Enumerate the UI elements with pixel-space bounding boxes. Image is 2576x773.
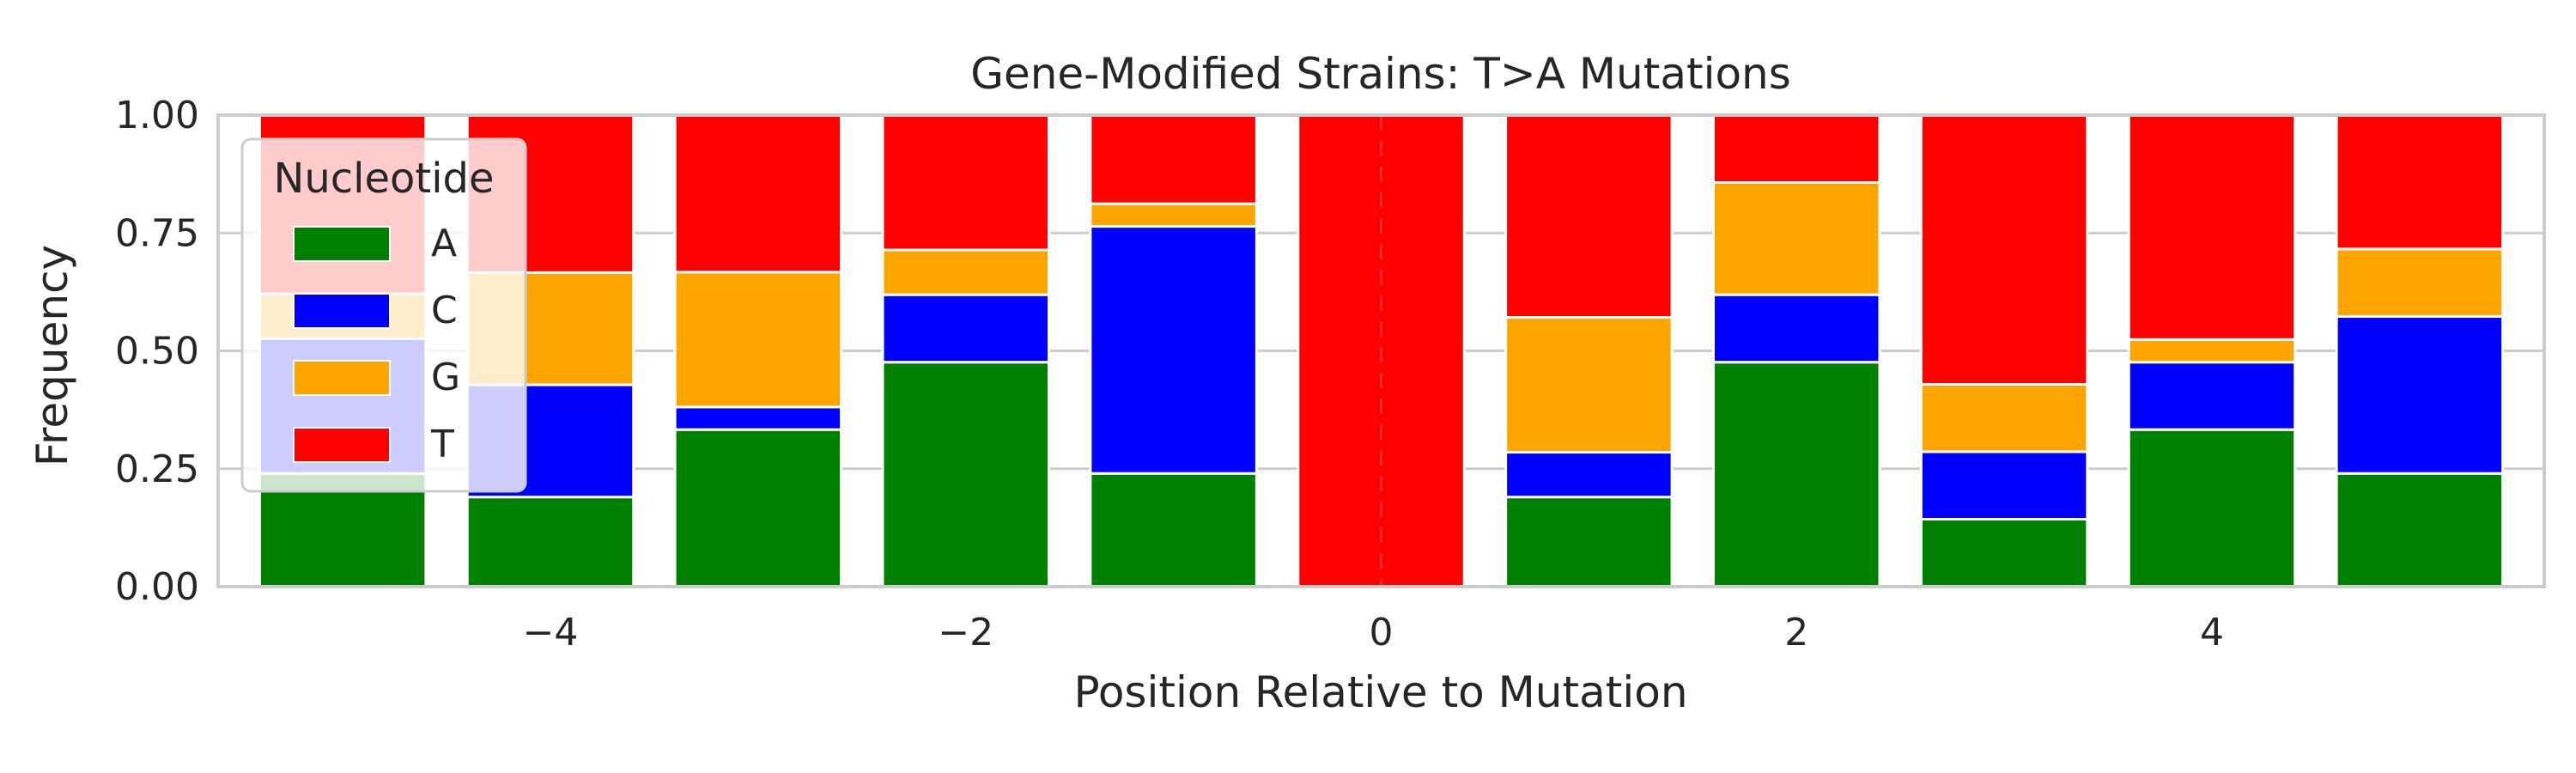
x-tick-label: 2 [1784, 611, 1808, 654]
legend-swatch-G [293, 360, 391, 396]
bar-C-pos-4 [2127, 361, 2297, 431]
bar-A-pos-5 [2335, 472, 2505, 588]
bar-T-pos-1 [1504, 113, 1674, 320]
bar-A-pos-2 [1712, 361, 1881, 588]
bar-C-pos-2 [1712, 293, 1881, 364]
legend-swatch-A [293, 226, 391, 262]
bar-T-pos--3 [673, 113, 843, 274]
bar-A-pos-4 [2127, 428, 2297, 588]
legend-label-A: A [431, 222, 457, 265]
bar-T-pos-2 [1712, 113, 1881, 185]
y-tick-label: 0.50 [115, 330, 199, 374]
bar-C-pos--1 [1089, 225, 1258, 475]
bar-G-pos--3 [673, 271, 843, 409]
bar-G-pos--2 [881, 248, 1050, 296]
y-tick-label: 0.00 [115, 565, 199, 609]
y-tick-label: 1.00 [115, 94, 199, 137]
bar-A-pos-3 [1919, 517, 2089, 588]
legend-swatch-T [293, 427, 391, 463]
bar-A-pos-1 [1504, 496, 1674, 588]
bar-C-pos--2 [881, 293, 1050, 364]
x-tick-label: 0 [1370, 611, 1394, 654]
bar-C-pos-5 [2335, 314, 2505, 475]
bar-T-pos-3 [1919, 113, 2089, 386]
bar-G-pos-3 [1919, 382, 2089, 453]
bars [258, 113, 2505, 588]
legend-title: Nucleotide [273, 155, 494, 203]
bar-A-pos--4 [465, 496, 635, 588]
plot-frame [216, 113, 2546, 588]
bar-G-pos-5 [2335, 247, 2505, 318]
bar-A-pos--1 [1089, 472, 1258, 588]
bar-G-pos-4 [2127, 338, 2297, 364]
bar-A-pos--2 [881, 361, 1050, 588]
legend-label-T: T [430, 423, 454, 466]
bar-C-pos--3 [673, 405, 843, 431]
legend-swatch-C [293, 293, 391, 329]
chart-title: Gene-Modified Strains: T>A Mutations [970, 49, 1791, 99]
bar-C-pos-1 [1504, 451, 1674, 499]
bar-G-pos-1 [1504, 316, 1674, 454]
plot-border [216, 113, 2546, 588]
bar-T-pos-4 [2127, 113, 2297, 341]
bar-T-pos-5 [2335, 113, 2505, 251]
bar-G-pos--1 [1089, 202, 1258, 228]
x-tick-label: −4 [523, 611, 579, 654]
bar-G-pos-2 [1712, 181, 1881, 296]
legend-label-C: C [431, 289, 458, 332]
y-tick-label: 0.25 [115, 447, 199, 491]
bar-A-pos--3 [673, 428, 843, 588]
legend-label-G: G [431, 356, 460, 399]
bar-T-pos--2 [881, 113, 1050, 252]
x-axis-label: Position Relative to Mutation [1073, 667, 1687, 717]
y-tick-label: 0.75 [115, 211, 199, 255]
bar-T-pos--1 [1089, 113, 1258, 205]
tick-labels: 0.00 0.25 0.50 0.75 1.00 −4 −2 0 2 4 [115, 94, 2224, 654]
bar-C-pos-3 [1919, 450, 2089, 520]
x-tick-label: −2 [938, 611, 993, 654]
y-axis-label: Frequency [27, 245, 77, 466]
x-tick-label: 4 [2200, 611, 2224, 654]
